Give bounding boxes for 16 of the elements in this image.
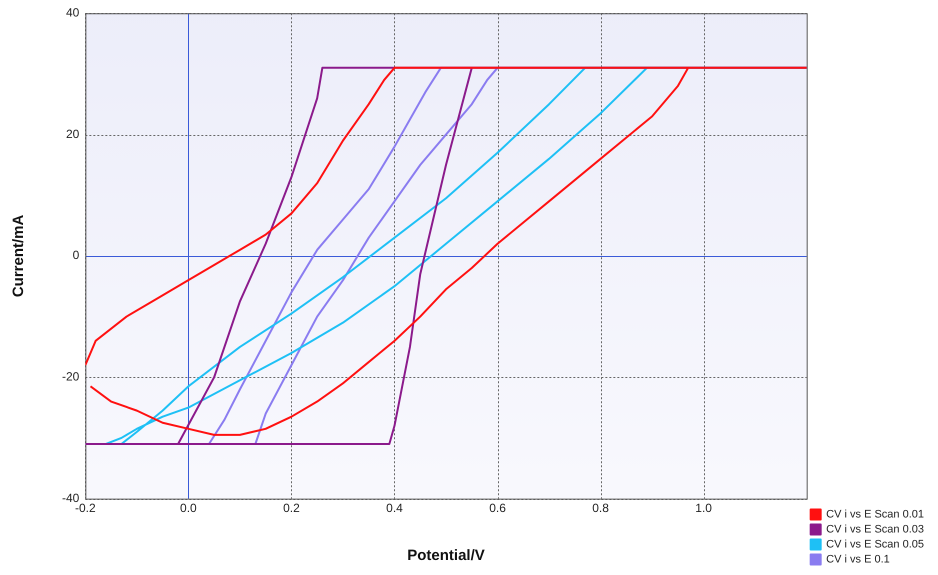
legend-label: CV i vs E Scan 0.01 xyxy=(826,508,924,521)
legend-label: CV i vs E 0.1 xyxy=(826,554,890,566)
legend-label: CV i vs E Scan 0.05 xyxy=(826,538,924,551)
x-tick-label: 0.2 xyxy=(283,501,300,516)
y-axis-title: Current/mA xyxy=(10,214,28,298)
y-tick-label: 0 xyxy=(72,248,80,262)
x-tick-label: 0.0 xyxy=(180,501,198,516)
x-tick-label: 0.6 xyxy=(489,501,506,516)
x-tick-label: 0.8 xyxy=(592,501,610,516)
y-tick-label: 20 xyxy=(66,126,80,141)
y-tick-label: -20 xyxy=(62,370,80,384)
x-axis-title: Potential/V xyxy=(407,547,485,564)
x-tick-label: 0.4 xyxy=(386,501,404,516)
x-tick-label: 1.0 xyxy=(695,501,712,516)
y-tick-label: 40 xyxy=(66,6,80,20)
legend-label: CV i vs E Scan 0.03 xyxy=(826,524,924,536)
